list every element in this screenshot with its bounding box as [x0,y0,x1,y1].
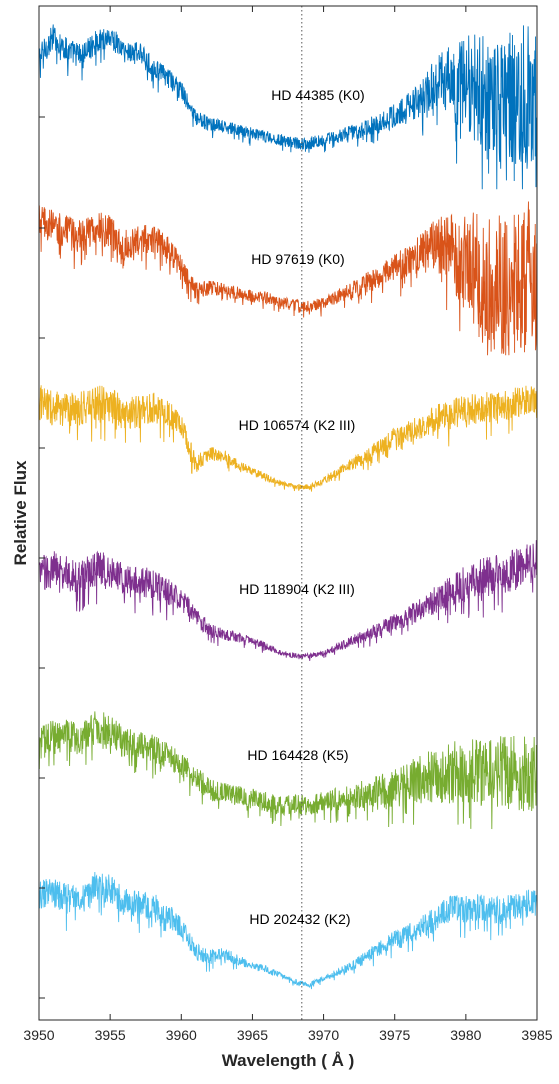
spectrum-line [38,711,538,830]
x-tick-label: 3985 [521,1027,552,1043]
series-label: HD 202432 (K2) [249,911,350,927]
y-axis-title: Relative Flux [11,460,30,565]
x-axis-title: Wavelength ( Å ) [222,1051,355,1070]
plot-frame [38,5,538,1021]
x-tick-label: 3950 [23,1027,54,1043]
y-ticks [39,116,45,999]
series-label: HD 118904 (K2 III) [239,581,355,597]
series-layer [38,24,538,990]
x-tick-label: 3960 [166,1027,197,1043]
spectrum-line [38,24,538,190]
x-tick-label: 3970 [308,1027,339,1043]
x-tick-label: 3980 [450,1027,481,1043]
x-tick-label: 3955 [95,1027,126,1043]
series-labels: HD 44385 (K0) HD 97619 (K0) HD 106574 (K2 … [239,87,365,927]
spectrum-line [38,201,538,356]
spectrum-line [38,872,538,990]
spectrum-line [38,385,538,492]
x-tick-label: 3975 [379,1027,410,1043]
series-label: HD 44385 (K0) [271,87,364,103]
series-label: HD 97619 (K0) [251,251,344,267]
series-label: HD 106574 (K2 III) [239,417,356,433]
x-ticks: 3950 3955 3960 3965 3970 3975 3980 3985 [23,6,553,1043]
spectrum-line [38,540,538,661]
x-tick-label: 3965 [237,1027,268,1043]
series-label: HD 164428 (K5) [247,747,348,763]
axes-layer [38,5,538,1021]
